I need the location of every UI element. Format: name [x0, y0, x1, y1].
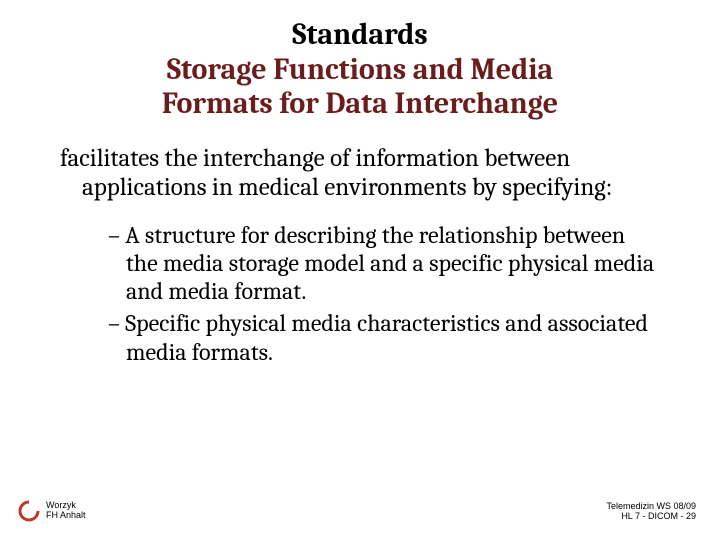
footer-left-text: Worzyk FH Anhalt — [46, 501, 86, 521]
footer-page: HL 7 - DICOM - 29 — [606, 512, 696, 522]
logo-icon — [18, 500, 40, 522]
footer-right: Telemedizin WS 08/09 HL 7 - DICOM - 29 — [606, 502, 696, 522]
bullet-item: – Specific physical media characteristic… — [108, 309, 660, 366]
title-line-3: Formats for Data Interchange — [80, 87, 640, 122]
bullet-list: – A structure for describing the relatio… — [60, 221, 660, 367]
title-line-1: Standards — [80, 18, 640, 53]
title-line-2: Storage Functions and Media — [80, 53, 640, 88]
slide-title: Standards Storage Functions and Media Fo… — [60, 18, 660, 122]
footer-left: Worzyk FH Anhalt — [18, 500, 86, 522]
intro-text: facilitates the interchange of informati… — [82, 144, 660, 203]
slide: Standards Storage Functions and Media Fo… — [0, 0, 720, 540]
bullet-item: – A structure for describing the relatio… — [108, 221, 660, 306]
footer-institution: FH Anhalt — [46, 511, 86, 521]
